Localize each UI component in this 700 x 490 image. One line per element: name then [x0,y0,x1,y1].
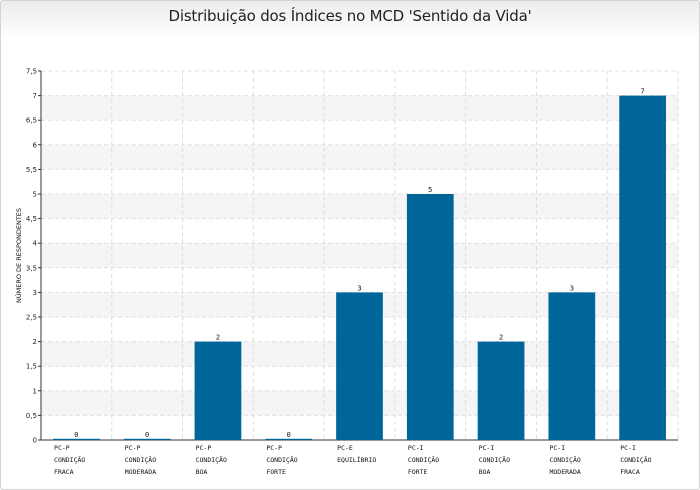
y-tick-label: 0,5 [26,412,37,420]
y-tick-label: 3,5 [26,264,37,272]
y-tick-label: 2,5 [26,314,37,322]
category-label: PC-P [125,444,141,452]
value-label: 5 [428,186,432,194]
grid-band [41,243,678,268]
category-label: BOA [479,468,491,476]
category-label: PC-I [408,444,424,452]
bar [194,341,242,440]
category-label: PC-I [620,444,636,452]
y-tick-label: 7,5 [26,68,37,76]
value-label: 2 [216,334,220,342]
bar [265,438,313,440]
y-axis-label: NÚMERO DE RESPONDENTES [14,208,23,303]
category-label: BOA [196,468,208,476]
y-tick-label: 1,5 [26,363,37,371]
bar [53,438,100,440]
category-label: PC-P [196,444,212,452]
value-label: 3 [357,284,361,292]
grid-band [41,194,678,219]
bar [477,341,525,440]
grid-band [41,144,678,170]
category-label: CONDIÇÃO [479,455,510,464]
y-tick-label: 4 [33,240,38,248]
category-label: EQUILÍBRIO [337,455,376,464]
bar [406,194,454,440]
y-tick-label: 3 [33,289,37,297]
y-tick-label: 1 [33,387,37,395]
category-label: CONDIÇÃO [196,455,227,464]
bar [619,95,666,440]
value-label: 0 [287,431,291,439]
category-label: FORTE [408,468,428,476]
value-label: 2 [499,334,503,342]
category-label: CONDIÇÃO [408,455,439,464]
chart-title: Distribuição dos Índices no MCD 'Sentido… [168,7,532,25]
bar [548,292,596,440]
value-label: 3 [570,284,574,292]
category-label: PC-P [266,444,282,452]
category-label: CONDIÇÃO [54,455,85,464]
y-tick-label: 2 [33,338,37,346]
grid-band [41,95,678,121]
bar [336,292,383,440]
category-label: FORTE [266,468,286,476]
y-tick-label: 6,5 [26,117,37,125]
category-label: CONDIÇÃO [125,455,156,464]
y-tick-label: 4,5 [26,215,37,223]
category-label: PC-P [54,444,70,452]
category-label: FRACA [620,468,640,476]
value-label: 0 [145,431,149,439]
category-label: CONDIÇÃO [549,455,580,464]
y-tick-label: 5,5 [26,166,37,174]
category-label: CONDIÇÃO [266,455,297,464]
y-tick-label: 7 [33,92,37,100]
category-label: MODERADA [125,468,156,476]
value-label: 7 [641,88,645,96]
category-label: PC-E [337,444,353,452]
y-tick-label: 6 [33,141,38,149]
category-label: CONDIÇÃO [620,455,651,464]
category-label: PC-I [479,444,495,452]
bar [123,438,171,440]
value-label: 0 [74,431,78,439]
category-label: MODERADA [549,468,580,476]
y-tick-label: 0 [33,437,37,445]
category-label: FRACA [54,468,74,476]
category-label: PC-I [549,444,565,452]
y-tick-label: 5 [33,191,37,199]
